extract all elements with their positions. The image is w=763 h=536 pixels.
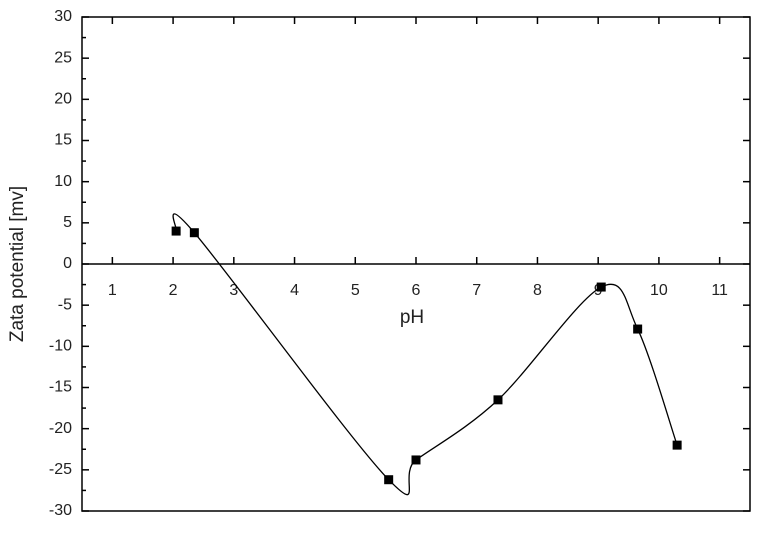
- y-tick-label: -30: [49, 502, 72, 519]
- data-point: [493, 395, 503, 405]
- x-tick-label: 3: [229, 282, 238, 299]
- y-tick-label: 20: [54, 91, 72, 108]
- y-tick-label: -25: [49, 461, 72, 478]
- data-point: [189, 228, 199, 238]
- y-tick-label: 25: [54, 49, 72, 66]
- x-tick-label: 10: [650, 282, 668, 299]
- y-axis-label: Zata potential [mv]: [7, 186, 28, 342]
- data-point: [633, 324, 643, 334]
- x-axis-label: pH: [400, 307, 424, 328]
- y-tick-label: 0: [63, 255, 72, 272]
- x-tick-label: 1: [108, 282, 117, 299]
- x-tick-label: 6: [412, 282, 421, 299]
- x-tick-label: 7: [472, 282, 481, 299]
- y-tick-label: -20: [49, 420, 72, 437]
- y-tick-label: 15: [54, 132, 72, 149]
- data-point: [384, 475, 394, 485]
- y-tick-label: -5: [58, 296, 72, 313]
- series-line: [172, 213, 678, 496]
- data-point: [672, 440, 682, 450]
- y-tick-label: 30: [54, 8, 72, 25]
- x-tick-label: 2: [169, 282, 178, 299]
- data-point: [171, 226, 181, 236]
- y-tick-label: -10: [49, 338, 72, 355]
- y-tick-label: 5: [63, 214, 72, 231]
- data-point: [596, 282, 606, 292]
- y-tick-label: 10: [54, 173, 72, 190]
- x-tick-label: 8: [533, 282, 542, 299]
- x-tick-label: 5: [351, 282, 360, 299]
- y-tick-label: -15: [49, 379, 72, 396]
- data-point: [411, 455, 421, 465]
- x-tick-label: 4: [290, 282, 299, 299]
- x-tick-label: 11: [711, 282, 728, 299]
